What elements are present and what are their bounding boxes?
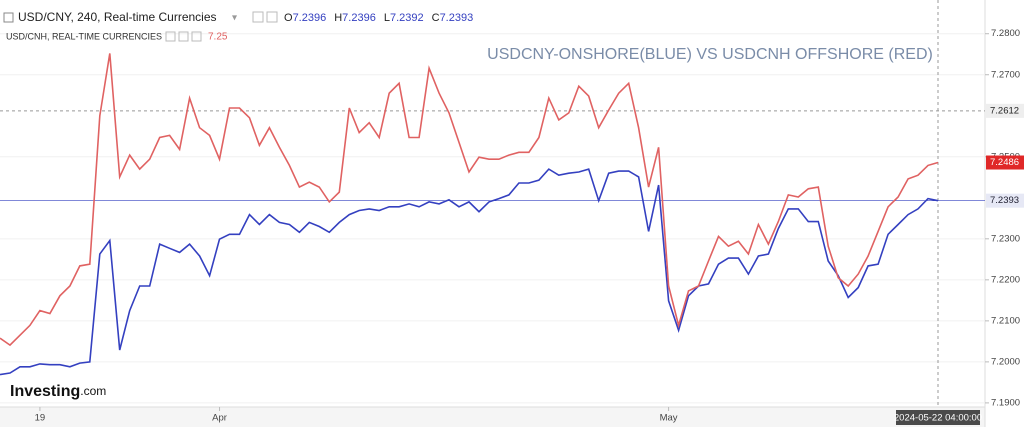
main-symbol: USD/CNY, 240, Real-time Currencies	[18, 10, 217, 24]
last-price-red-bg	[986, 155, 1024, 170]
secondary-symbol: USD/CNH, REAL-TIME CURRENCIES	[6, 31, 162, 41]
crosshair-price: 7.2612	[990, 105, 1019, 116]
x-tick-label: Apr	[212, 413, 227, 424]
grid	[0, 33, 985, 404]
ohlc-value: 7.2392	[390, 12, 424, 24]
ohlc-label: L	[384, 12, 390, 24]
watermark: Investing.com	[10, 383, 106, 400]
annotation: USDCNY-ONSHORE(BLUE) VS USDCNH OFFSHORE …	[487, 46, 933, 63]
ohlc-value: 7.2393	[440, 12, 474, 24]
y-tick-label: 7.2300	[991, 233, 1020, 244]
crosshair-time: 2024-05-22 04:00:00	[894, 413, 982, 424]
collapse-icon[interactable]	[3, 12, 14, 23]
ohlc-label: H	[334, 12, 342, 24]
ohlc-label: C	[432, 12, 440, 24]
ohlc-value: 7.2396	[342, 12, 376, 24]
series-line	[0, 53, 939, 347]
last-price-blue-bg	[986, 193, 1024, 208]
crosshair-price-bg	[986, 103, 1024, 118]
dropdown-icon[interactable]: ▾	[232, 13, 237, 24]
x-axis-band	[0, 407, 985, 427]
secondary-toolbar-icons[interactable]	[165, 31, 202, 42]
crosshair-time-bg	[896, 410, 980, 425]
y-tick-label: 7.1900	[991, 397, 1020, 408]
x-tick-label: May	[660, 413, 678, 424]
y-tick-label: 7.2100	[991, 315, 1020, 326]
last-price-red: 7.2486	[990, 157, 1019, 168]
series-line	[0, 168, 939, 376]
y-tick-label: 7.2000	[991, 356, 1020, 367]
ohlc-value: 7.2396	[293, 12, 327, 24]
toolbar-icons[interactable]	[252, 11, 278, 23]
ohlc: O7.2396 H7.2396 L7.2392 C7.2393	[284, 12, 473, 24]
y-tick-label: 7.2800	[991, 28, 1020, 39]
last-price-blue: 7.2393	[990, 195, 1019, 206]
secondary-last: 7.25	[208, 32, 228, 43]
ohlc-label: O	[284, 12, 293, 24]
y-tick-label: 7.2700	[991, 69, 1020, 80]
x-tick-label: 19	[35, 413, 46, 424]
y-tick-label: 7.2200	[991, 274, 1020, 285]
